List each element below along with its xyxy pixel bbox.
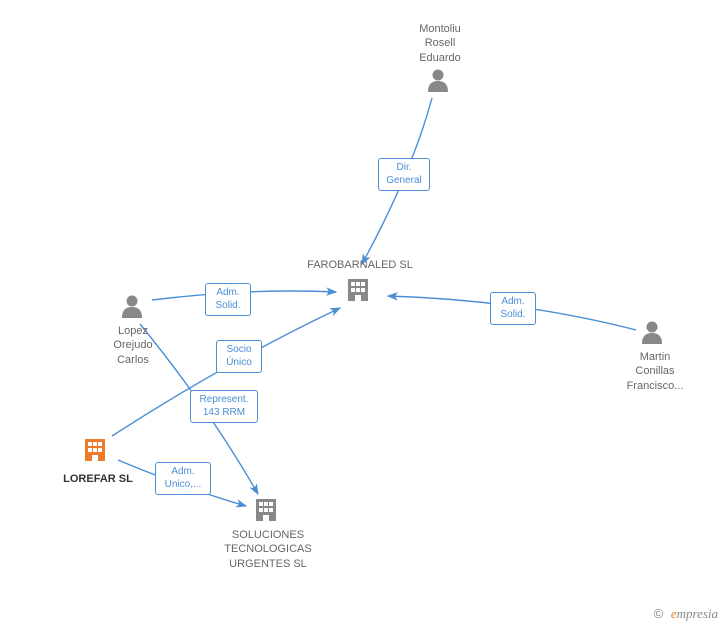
node-label-lorefar[interactable]: LOREFAR SL [58,472,138,486]
brand-rest: mpresia [677,606,718,621]
copyright-symbol: © [654,606,664,621]
node-label-martin[interactable]: Martin Conillas Francisco... [620,350,690,393]
edge-label-lorefar-soluciones[interactable]: Adm. Unico,... [155,462,211,495]
person-icon[interactable] [427,68,449,97]
building-icon[interactable] [346,277,370,308]
footer-branding: © empresia [654,606,718,622]
edges-layer [0,0,728,630]
person-icon[interactable] [641,320,663,349]
edge-label-martin-farobarnaled[interactable]: Adm. Solid. [490,292,536,325]
building-icon[interactable] [254,497,278,528]
node-label-montoliu[interactable]: Montoliu Rosell Eduardo [410,22,470,65]
node-label-soluciones[interactable]: SOLUCIONES TECNOLOGICAS URGENTES SL [218,528,318,571]
edge-label-lopez-soluciones[interactable]: Represent. 143 RRM [190,390,258,423]
node-label-farobarnaled[interactable]: FAROBARNALED SL [300,258,420,272]
diagram-canvas: Montoliu Rosell Eduardo FAROBARNALED SL Lo… [0,0,728,630]
node-label-lopez[interactable]: Lopez Orejudo Carlos [105,324,161,367]
edge-label-lopez-farobarnaled[interactable]: Adm. Solid. [205,283,251,316]
edge-label-montoliu-farobarnaled[interactable]: Dir. General [378,158,430,191]
person-icon[interactable] [121,294,143,323]
edge-label-lorefar-farobarnaled[interactable]: Socio Único [216,340,262,373]
building-icon[interactable] [83,437,107,468]
